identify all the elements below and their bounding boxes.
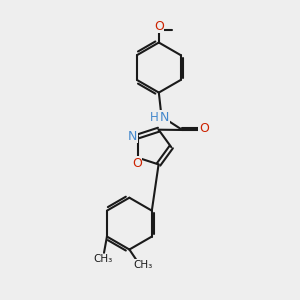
Text: O: O <box>199 122 209 135</box>
Text: O: O <box>132 157 142 169</box>
Text: N: N <box>160 111 169 124</box>
Text: CH₃: CH₃ <box>93 254 112 264</box>
Text: N: N <box>128 130 138 143</box>
Text: O: O <box>154 20 164 32</box>
Text: H: H <box>150 111 159 124</box>
Text: CH₃: CH₃ <box>134 260 153 270</box>
